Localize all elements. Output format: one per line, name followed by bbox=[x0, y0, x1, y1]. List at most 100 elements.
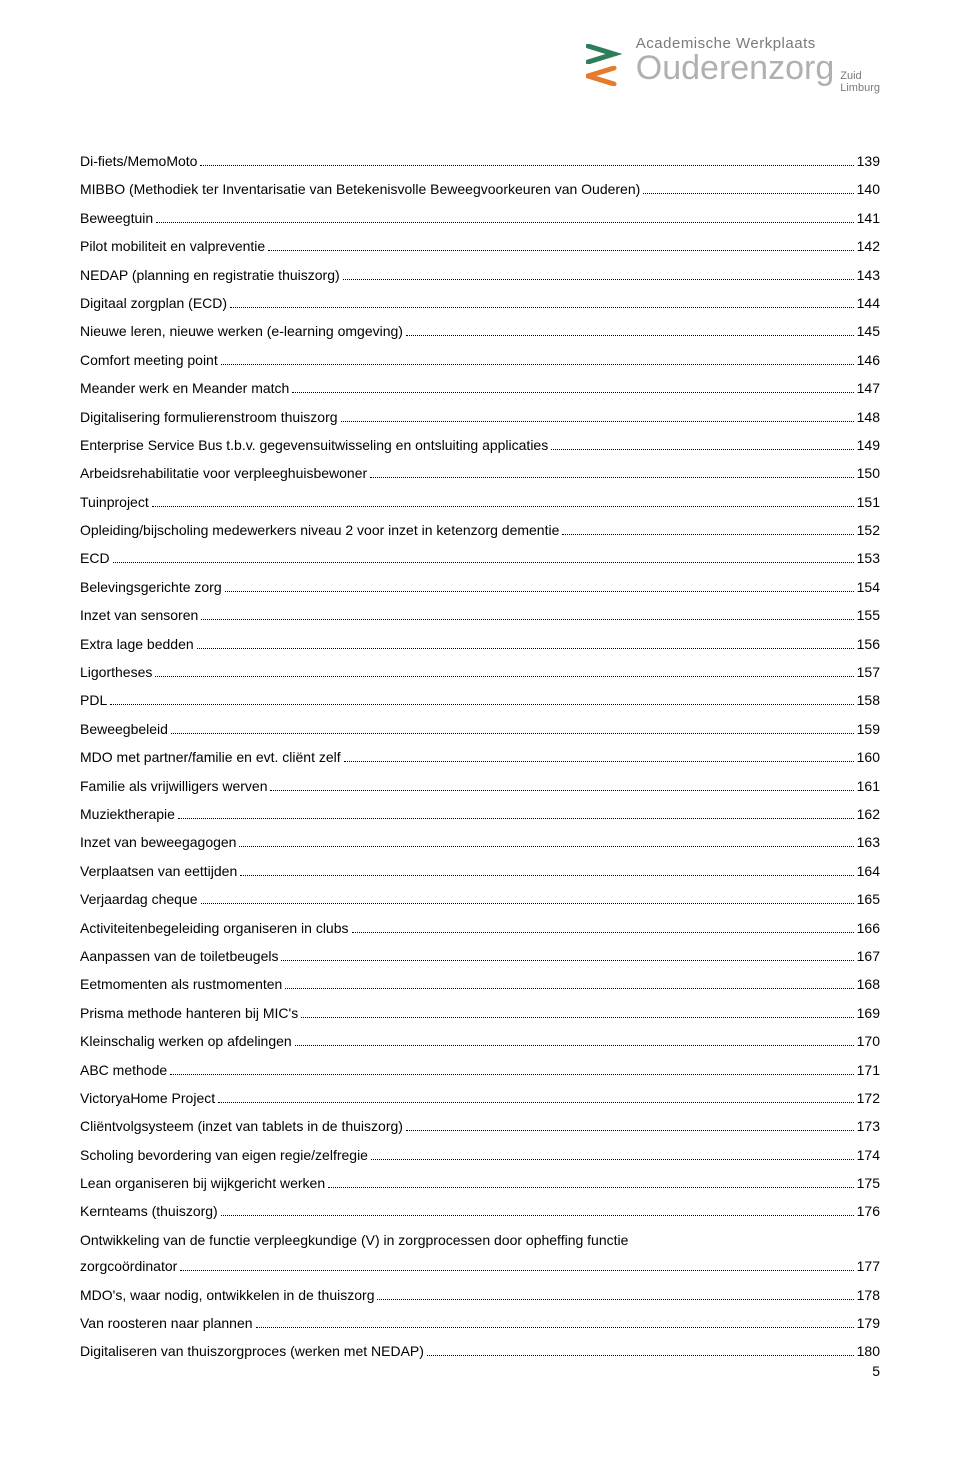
toc-row: Pilot mobiliteit en valpreventie 142 bbox=[80, 235, 880, 257]
toc-row: Inzet van sensoren 155 bbox=[80, 604, 880, 626]
toc-title: Kernteams (thuiszorg) bbox=[80, 1200, 218, 1222]
toc-page: 150 bbox=[857, 462, 880, 484]
toc-row: Extra lage bedden 156 bbox=[80, 633, 880, 655]
toc-leader bbox=[239, 846, 853, 847]
toc-title: Opleiding/bijscholing medewerkers niveau… bbox=[80, 519, 559, 541]
toc-title: Scholing bevordering van eigen regie/zel… bbox=[80, 1144, 368, 1166]
toc-row: Kleinschalig werken op afdelingen 170 bbox=[80, 1030, 880, 1052]
toc-leader bbox=[200, 165, 853, 166]
toc-page: 173 bbox=[857, 1115, 880, 1137]
toc-page: 153 bbox=[857, 547, 880, 569]
toc-page: 166 bbox=[857, 917, 880, 939]
toc-row: Familie als vrijwilligers werven 161 bbox=[80, 775, 880, 797]
logo-sub: Zuid Limburg bbox=[840, 70, 880, 94]
toc-row: Prisma methode hanteren bij MIC's 169 bbox=[80, 1002, 880, 1024]
toc-row: Kernteams (thuiszorg) 176 bbox=[80, 1200, 880, 1222]
toc-page: 178 bbox=[857, 1284, 880, 1306]
table-of-contents: Di-fiets/MemoMoto 139 MIBBO (Methodiek te… bbox=[80, 150, 880, 1363]
toc-row: Beweegtuin 141 bbox=[80, 207, 880, 229]
page-number: 5 bbox=[872, 1363, 880, 1379]
toc-page: 164 bbox=[857, 860, 880, 882]
toc-row: ECD 153 bbox=[80, 547, 880, 569]
toc-leader bbox=[270, 790, 853, 791]
toc-row: Nieuwe leren, nieuwe werken (e-learning … bbox=[80, 320, 880, 342]
toc-title: Digitalisering formulierenstroom thuiszo… bbox=[80, 406, 338, 428]
toc-title: MDO's, waar nodig, ontwikkelen in de thu… bbox=[80, 1284, 374, 1306]
toc-row: PDL 158 bbox=[80, 689, 880, 711]
toc-title: Comfort meeting point bbox=[80, 349, 218, 371]
toc-title: Extra lage bedden bbox=[80, 633, 194, 655]
toc-title: Digitaliseren van thuiszorgproces (werke… bbox=[80, 1340, 424, 1362]
toc-leader bbox=[427, 1355, 854, 1356]
toc-row: Comfort meeting point 146 bbox=[80, 349, 880, 371]
toc-title-cont: zorgcoördinator bbox=[80, 1255, 177, 1277]
toc-page: 165 bbox=[857, 888, 880, 910]
toc-title: Inzet van sensoren bbox=[80, 604, 198, 626]
logo-sub2: Limburg bbox=[840, 82, 880, 94]
toc-leader bbox=[201, 903, 854, 904]
toc-leader bbox=[201, 619, 853, 620]
toc-row: Eetmomenten als rustmomenten 168 bbox=[80, 973, 880, 995]
toc-page: 163 bbox=[857, 831, 880, 853]
toc-row: MDO met partner/familie en evt. cliënt z… bbox=[80, 746, 880, 768]
toc-leader bbox=[352, 932, 854, 933]
logo-chevrons bbox=[586, 44, 626, 86]
toc-title: Muziektherapie bbox=[80, 803, 175, 825]
toc-row: Scholing bevordering van eigen regie/zel… bbox=[80, 1144, 880, 1166]
toc-leader bbox=[156, 222, 853, 223]
toc-title: PDL bbox=[80, 689, 107, 711]
toc-page: 142 bbox=[857, 235, 880, 257]
toc-row: Inzet van beweegagogen 163 bbox=[80, 831, 880, 853]
toc-title: Lean organiseren bij wijkgericht werken bbox=[80, 1172, 325, 1194]
toc-leader bbox=[218, 1102, 854, 1103]
toc-page: 161 bbox=[857, 775, 880, 797]
toc-title: Pilot mobiliteit en valpreventie bbox=[80, 235, 265, 257]
toc-page: 152 bbox=[857, 519, 880, 541]
toc-row: ABC methode 171 bbox=[80, 1059, 880, 1081]
chevron-left-icon bbox=[586, 66, 626, 86]
toc-row: Activiteitenbegeleiding organiseren in c… bbox=[80, 917, 880, 939]
toc-row: Beweegbeleid 159 bbox=[80, 718, 880, 740]
toc-page: 159 bbox=[857, 718, 880, 740]
toc-title: VictoryaHome Project bbox=[80, 1087, 215, 1109]
toc-leader bbox=[230, 307, 854, 308]
toc-row: MIBBO (Methodiek ter Inventarisatie van … bbox=[80, 178, 880, 200]
toc-page: 171 bbox=[857, 1059, 880, 1081]
toc-leader bbox=[285, 988, 853, 989]
toc-title: Cliëntvolgsysteem (inzet van tablets in … bbox=[80, 1115, 403, 1137]
toc-page: 174 bbox=[857, 1144, 880, 1166]
toc-row: Tuinproject 151 bbox=[80, 491, 880, 513]
toc-row: Verplaatsen van eettijden 164 bbox=[80, 860, 880, 882]
toc-leader bbox=[197, 648, 854, 649]
toc-row: Di-fiets/MemoMoto 139 bbox=[80, 150, 880, 172]
toc-page: 158 bbox=[857, 689, 880, 711]
toc-page: 156 bbox=[857, 633, 880, 655]
toc-leader bbox=[178, 818, 854, 819]
logo-main: Ouderenzorg bbox=[636, 51, 834, 85]
toc-continue: zorgcoördinator 177 bbox=[80, 1255, 880, 1277]
toc-row: Arbeidsrehabilitatie voor verpleeghuisbe… bbox=[80, 462, 880, 484]
toc-page: 170 bbox=[857, 1030, 880, 1052]
toc-row: Verjaardag cheque 165 bbox=[80, 888, 880, 910]
toc-title: Beweegbeleid bbox=[80, 718, 168, 740]
toc-page: 145 bbox=[857, 320, 880, 342]
toc-leader bbox=[371, 1159, 854, 1160]
toc-leader bbox=[295, 1045, 854, 1046]
toc-leader bbox=[221, 364, 854, 365]
toc-page: 180 bbox=[857, 1340, 880, 1362]
toc-page: 139 bbox=[857, 150, 880, 172]
toc-page: 177 bbox=[857, 1255, 880, 1277]
toc-page: 149 bbox=[857, 434, 880, 456]
toc-leader bbox=[301, 1017, 853, 1018]
toc-row: Enterprise Service Bus t.b.v. gegevensui… bbox=[80, 434, 880, 456]
toc-page: 172 bbox=[857, 1087, 880, 1109]
toc-leader bbox=[180, 1270, 853, 1271]
page-header: Academische Werkplaats Ouderenzorg Zuid … bbox=[80, 30, 880, 100]
toc-page: 169 bbox=[857, 1002, 880, 1024]
toc-row: Ligortheses 157 bbox=[80, 661, 880, 683]
toc-page: 162 bbox=[857, 803, 880, 825]
toc-title: Ontwikkeling van de functie verpleegkund… bbox=[80, 1229, 880, 1251]
toc-page: 179 bbox=[857, 1312, 880, 1334]
toc-title: Meander werk en Meander match bbox=[80, 377, 289, 399]
toc-row: Meander werk en Meander match 147 bbox=[80, 377, 880, 399]
